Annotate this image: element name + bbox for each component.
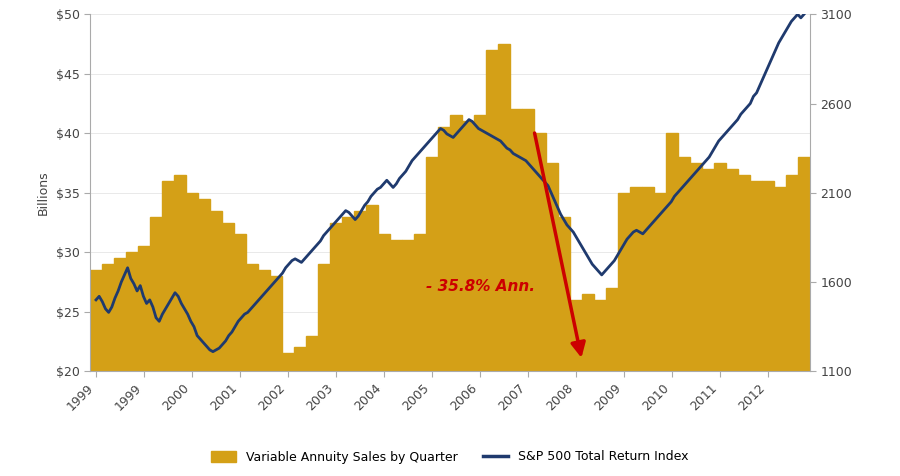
Bar — [510, 109, 522, 476]
Bar — [522, 109, 534, 476]
Bar — [474, 116, 486, 476]
Bar — [354, 210, 366, 476]
Bar — [666, 133, 678, 476]
Bar — [366, 205, 378, 476]
Bar — [594, 300, 606, 476]
Bar — [558, 217, 570, 476]
Bar — [438, 128, 450, 476]
Bar — [126, 252, 138, 476]
Bar — [306, 336, 318, 476]
Legend: Variable Annuity Sales by Quarter, S&P 500 Total Return Index: Variable Annuity Sales by Quarter, S&P 5… — [205, 444, 695, 470]
Bar — [282, 354, 294, 476]
Bar — [546, 163, 558, 476]
Bar — [462, 121, 474, 476]
Bar — [270, 276, 282, 476]
Bar — [618, 193, 630, 476]
Bar — [390, 240, 402, 476]
Bar — [342, 217, 354, 476]
Bar — [90, 270, 102, 476]
Bar — [426, 157, 438, 476]
Bar — [222, 223, 234, 476]
Bar — [450, 116, 462, 476]
Bar — [786, 175, 798, 476]
Bar — [570, 300, 582, 476]
Bar — [198, 199, 210, 476]
Bar — [642, 187, 654, 476]
Bar — [210, 210, 222, 476]
Bar — [174, 175, 186, 476]
Bar — [330, 223, 342, 476]
Bar — [630, 187, 642, 476]
Bar — [690, 163, 702, 476]
Bar — [114, 258, 126, 476]
Bar — [726, 169, 738, 476]
Bar — [762, 181, 774, 476]
Bar — [402, 240, 414, 476]
Bar — [318, 264, 330, 476]
Bar — [162, 181, 174, 476]
Bar — [534, 133, 546, 476]
Bar — [486, 50, 498, 476]
Bar — [774, 187, 786, 476]
Bar — [414, 235, 426, 476]
Bar — [378, 235, 390, 476]
Bar — [138, 247, 150, 476]
Bar — [102, 264, 114, 476]
Bar — [750, 181, 762, 476]
Bar — [246, 264, 258, 476]
Bar — [498, 44, 510, 476]
Bar — [738, 175, 750, 476]
Bar — [258, 270, 270, 476]
Bar — [582, 294, 594, 476]
Bar — [234, 235, 246, 476]
Bar — [678, 157, 690, 476]
Y-axis label: Billions: Billions — [37, 170, 50, 215]
Bar — [294, 347, 306, 476]
Text: - 35.8% Ann.: - 35.8% Ann. — [426, 279, 535, 294]
Bar — [606, 288, 618, 476]
Bar — [798, 157, 810, 476]
Bar — [186, 193, 198, 476]
Bar — [150, 217, 162, 476]
Bar — [714, 163, 726, 476]
Bar — [654, 193, 666, 476]
Bar — [702, 169, 714, 476]
